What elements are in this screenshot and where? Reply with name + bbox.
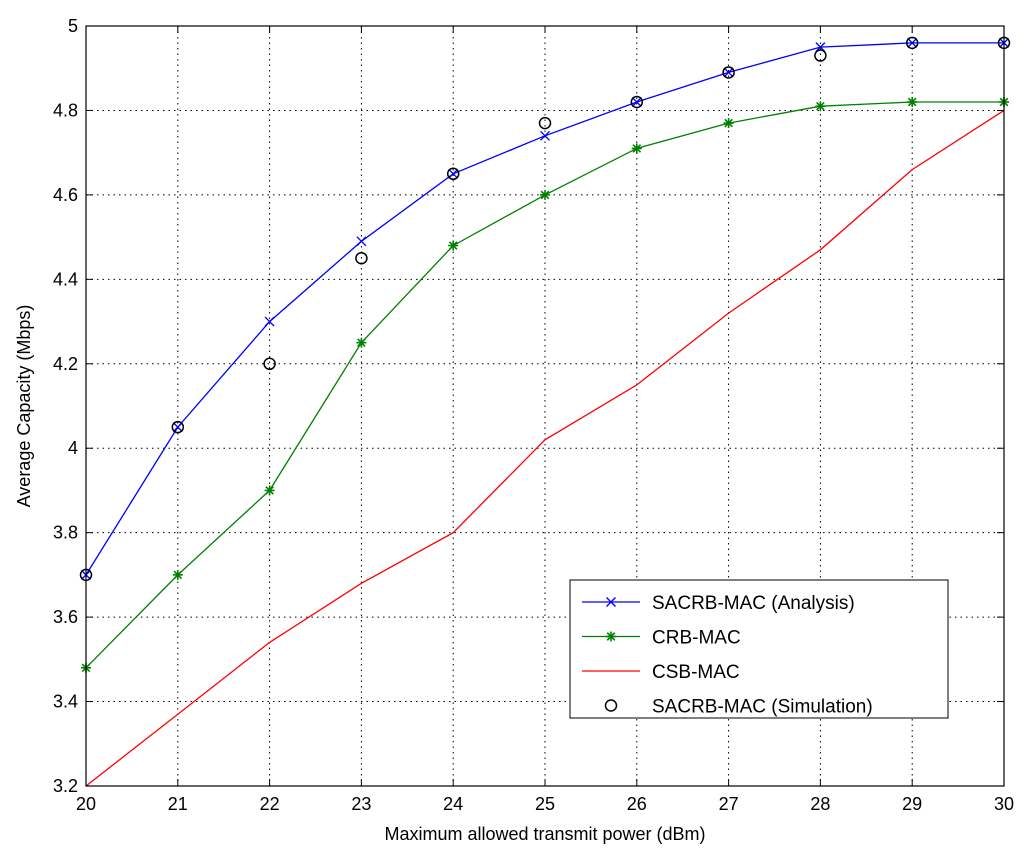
data-point bbox=[172, 569, 183, 580]
y-tick-label: 3.6 bbox=[53, 607, 78, 627]
legend-marker bbox=[604, 699, 618, 712]
series-sacrb-mac-analysis- bbox=[81, 37, 1009, 580]
data-point bbox=[264, 316, 275, 327]
data-point bbox=[907, 97, 918, 107]
legend: SACRB-MAC (Analysis) CRB-MAC CSB-MAC SACRB-… bbox=[569, 579, 949, 719]
y-tick-label: 4.4 bbox=[53, 269, 78, 289]
series-line bbox=[85, 109, 1005, 787]
legend-label: CRB-MAC bbox=[652, 628, 741, 649]
y-tick-label: 3.2 bbox=[53, 776, 78, 796]
x-tick-label: 25 bbox=[535, 794, 555, 814]
data-point bbox=[907, 37, 918, 48]
y-tick-label: 4.8 bbox=[53, 100, 78, 120]
x-tick-label: 26 bbox=[627, 794, 647, 814]
x-tick-label: 24 bbox=[443, 794, 463, 814]
y-tick-label: 5 bbox=[68, 16, 78, 36]
data-point bbox=[356, 337, 367, 348]
data-point bbox=[723, 118, 734, 129]
legend-item: CSB-MAC bbox=[582, 662, 740, 683]
y-tick-label: 4.6 bbox=[53, 185, 78, 205]
y-tick-label: 4.2 bbox=[53, 354, 78, 374]
series-crb-mac bbox=[81, 97, 1009, 673]
legend-item: SACRB-MAC (Analysis) bbox=[582, 593, 855, 614]
data-point bbox=[263, 357, 276, 371]
data-point bbox=[631, 143, 642, 154]
x-tick-label: 27 bbox=[719, 794, 739, 814]
y-tick-label: 3.8 bbox=[53, 523, 78, 543]
tick-labels: 20 21 22 23 24 25 26 27 28 29 30 3.2 3.4 3.6 3.8 4 4.2 4.… bbox=[53, 16, 1014, 814]
series-sacrb-mac-simulation- bbox=[79, 36, 1011, 582]
data-point bbox=[448, 240, 459, 251]
data-point bbox=[446, 167, 460, 181]
data-point bbox=[722, 66, 735, 79]
y-axis-label: Average Capacity (Mbps) bbox=[14, 305, 34, 508]
data-point bbox=[540, 130, 550, 141]
series-lines bbox=[79, 36, 1011, 787]
legend-box bbox=[569, 579, 949, 719]
x-axis-label: Maximum allowed transmit power (dBm) bbox=[384, 824, 705, 844]
x-tick-label: 21 bbox=[168, 794, 188, 814]
data-point bbox=[905, 36, 919, 50]
data-point bbox=[448, 168, 459, 179]
legend-label: CSB-MAC bbox=[652, 662, 740, 683]
x-tick-label: 30 bbox=[994, 794, 1014, 814]
data-point bbox=[723, 67, 734, 78]
data-point bbox=[355, 251, 368, 265]
data-point bbox=[172, 422, 183, 433]
data-point bbox=[630, 95, 644, 109]
x-tick-label: 28 bbox=[810, 794, 830, 814]
x-tick-label: 29 bbox=[902, 794, 922, 814]
legend-label: SACRB-MAC (Analysis) bbox=[652, 593, 855, 614]
data-point bbox=[815, 101, 826, 112]
data-point bbox=[631, 97, 642, 107]
y-tick-label: 4 bbox=[68, 438, 78, 458]
y-tick-label: 3.4 bbox=[53, 692, 78, 712]
x-tick-label: 20 bbox=[76, 794, 96, 814]
legend-marker bbox=[606, 597, 616, 607]
legend-item: CRB-MAC bbox=[582, 628, 741, 649]
x-tick-label: 22 bbox=[260, 794, 280, 814]
legend-label: SACRB-MAC (Simulation) bbox=[652, 697, 873, 718]
data-point bbox=[540, 189, 550, 200]
series-line bbox=[85, 42, 1004, 576]
x-tick-label: 23 bbox=[351, 794, 371, 814]
series-csb-mac bbox=[85, 109, 1005, 787]
data-point bbox=[538, 116, 552, 130]
legend-marker bbox=[606, 631, 616, 642]
legend-item: SACRB-MAC (Simulation) bbox=[604, 697, 873, 718]
data-point bbox=[264, 485, 275, 496]
data-point bbox=[171, 420, 185, 434]
data-point bbox=[814, 49, 827, 62]
data-point bbox=[356, 236, 367, 247]
